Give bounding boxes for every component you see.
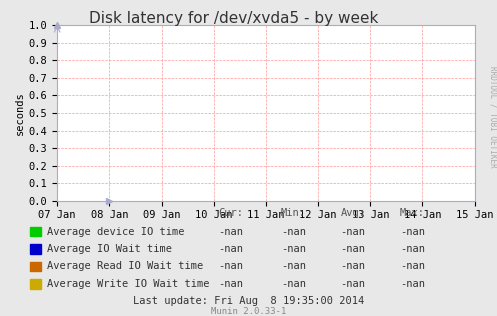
Text: Average device IO time: Average device IO time <box>47 227 185 237</box>
Text: -nan: -nan <box>400 261 425 271</box>
Text: -nan: -nan <box>400 279 425 289</box>
Text: -nan: -nan <box>400 244 425 254</box>
Text: RRDTOOL / TOBI OETIKER: RRDTOOL / TOBI OETIKER <box>489 66 497 168</box>
Text: -nan: -nan <box>281 261 306 271</box>
Text: Min:: Min: <box>281 208 306 218</box>
Text: Avg:: Avg: <box>340 208 365 218</box>
Text: -nan: -nan <box>340 227 365 237</box>
Text: -nan: -nan <box>281 227 306 237</box>
Text: Disk latency for /dev/xvda5 - by week: Disk latency for /dev/xvda5 - by week <box>89 11 378 26</box>
Y-axis label: seconds: seconds <box>14 91 24 135</box>
Text: Average Read IO Wait time: Average Read IO Wait time <box>47 261 203 271</box>
Text: -nan: -nan <box>219 244 244 254</box>
Text: -nan: -nan <box>340 261 365 271</box>
Text: Average Write IO Wait time: Average Write IO Wait time <box>47 279 210 289</box>
Text: Cur:: Cur: <box>219 208 244 218</box>
Text: -nan: -nan <box>219 279 244 289</box>
Text: -nan: -nan <box>281 244 306 254</box>
Text: -nan: -nan <box>400 227 425 237</box>
Text: -nan: -nan <box>340 244 365 254</box>
Text: Munin 2.0.33-1: Munin 2.0.33-1 <box>211 307 286 316</box>
Text: Max:: Max: <box>400 208 425 218</box>
Text: -nan: -nan <box>219 227 244 237</box>
Text: -nan: -nan <box>219 261 244 271</box>
Text: Last update: Fri Aug  8 19:35:00 2014: Last update: Fri Aug 8 19:35:00 2014 <box>133 296 364 307</box>
Text: -nan: -nan <box>281 279 306 289</box>
Text: -nan: -nan <box>340 279 365 289</box>
Text: Average IO Wait time: Average IO Wait time <box>47 244 172 254</box>
